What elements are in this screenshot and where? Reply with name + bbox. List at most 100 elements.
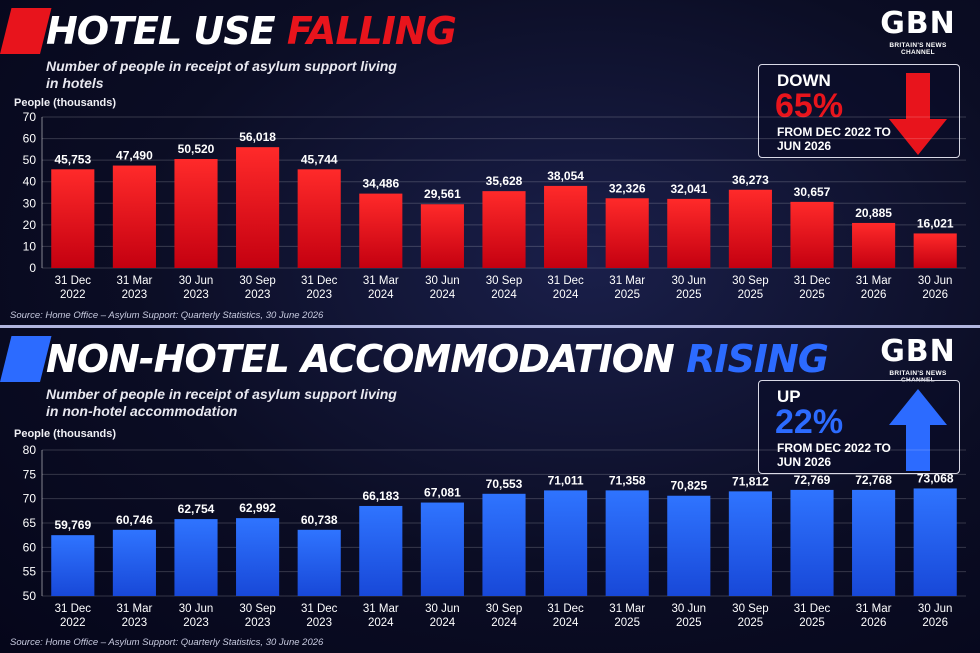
- x-tick-label: 2025: [614, 289, 640, 301]
- title-part-1: HOTEL USE: [46, 9, 276, 53]
- bar-value-label: 35,628: [486, 174, 523, 188]
- logo-mark: GBN: [880, 6, 956, 41]
- title-part-2: RISING: [686, 337, 829, 381]
- bar-value-label: 71,812: [732, 474, 769, 488]
- x-tick-label: 31 Dec: [55, 275, 92, 287]
- x-tick-label: 31 Dec: [301, 275, 338, 287]
- x-tick-label: 30 Jun: [672, 603, 707, 615]
- x-tick-label: 2022: [60, 617, 86, 629]
- bar: [482, 191, 526, 268]
- x-tick-label: 2023: [306, 617, 332, 629]
- bar: [667, 198, 711, 268]
- bar-value-label: 34,486: [362, 177, 399, 191]
- x-tick-label: 30 Jun: [425, 275, 460, 287]
- hotel-chart-panel: HOTEL USE FALLING Number of people in re…: [0, 0, 980, 326]
- change-callout: UP 22% FROM DEC 2022 TO JUN 2026: [758, 380, 960, 474]
- callout-direction: UP: [777, 387, 801, 406]
- x-tick-label: 2023: [245, 617, 271, 629]
- source-note: Source: Home Office – Asylum Support: Qu…: [10, 637, 324, 648]
- bar-value-label: 36,273: [732, 173, 769, 187]
- x-tick-label: 30 Sep: [239, 275, 275, 287]
- y-tick-label: 60: [23, 540, 37, 554]
- y-tick-label: 75: [23, 467, 37, 481]
- y-axis-title: People (thousands): [14, 428, 117, 440]
- x-tick-label: 2024: [368, 617, 394, 629]
- bar-value-label: 71,011: [548, 473, 584, 487]
- x-tick-label: 2026: [861, 289, 887, 301]
- x-tick-label: 2023: [183, 289, 209, 301]
- x-tick-label: 2025: [738, 617, 764, 629]
- x-tick-label: 2025: [799, 289, 825, 301]
- bar-value-label: 32,041: [670, 182, 707, 196]
- x-tick-label: 30 Sep: [486, 603, 522, 615]
- x-tick-label: 2024: [430, 289, 456, 301]
- x-tick-label: 30 Jun: [918, 603, 953, 615]
- bar-value-label: 20,885: [855, 206, 892, 220]
- hotel-bar-chart: 0 10 20 30 40 50 60 70 45,753 31 Dec 2022 47,490 31 …: [23, 110, 966, 301]
- x-tick-label: 30 Jun: [672, 275, 707, 287]
- bar: [482, 493, 526, 596]
- chart-subtitle: Number of people in receipt of asylum su…: [46, 386, 397, 419]
- bar: [112, 529, 156, 596]
- change-callout: DOWN 65% FROM DEC 2022 TO JUN 2026: [758, 64, 960, 158]
- x-tick-label: 30 Jun: [918, 275, 953, 287]
- bar: [236, 147, 280, 268]
- x-tick-label: 31 Mar: [117, 275, 153, 287]
- x-tick-label: 31 Mar: [609, 603, 645, 615]
- x-tick-label: 2023: [183, 617, 209, 629]
- bar: [297, 169, 341, 268]
- bar: [420, 502, 464, 596]
- callout-description: FROM DEC 2022 TO JUN 2026: [777, 441, 891, 469]
- x-tick-label: 2023: [245, 289, 271, 301]
- x-tick-label: 30 Sep: [486, 275, 522, 287]
- bar-value-label: 66,183: [362, 489, 399, 503]
- x-tick-label: 2024: [553, 617, 579, 629]
- chart-title: HOTEL USE FALLING: [0, 8, 457, 54]
- non-hotel-bar-chart: 50 55 60 65 70 75 80 59,769 31 Dec 2022 60,746 31 M…: [23, 443, 966, 629]
- callout-percent: 65%: [775, 87, 844, 125]
- bar-value-label: 47,490: [116, 149, 153, 163]
- x-tick-label: 2026: [922, 289, 948, 301]
- bar-value-label: 56,018: [239, 130, 276, 144]
- bar-value-label: 62,754: [178, 502, 215, 516]
- bar-value-label: 45,753: [54, 152, 91, 166]
- bar-value-label: 60,746: [116, 513, 153, 527]
- bar: [605, 490, 649, 596]
- x-tick-label: 31 Dec: [547, 603, 584, 615]
- chart-subtitle: Number of people in receipt of asylum su…: [46, 58, 397, 91]
- y-tick-label: 70: [23, 492, 37, 506]
- bar-value-label: 16,021: [917, 216, 954, 230]
- y-tick-label: 70: [23, 110, 37, 124]
- y-tick-label: 30: [23, 196, 37, 210]
- bar: [297, 529, 341, 596]
- x-tick-label: 2025: [799, 617, 825, 629]
- bar-value-label: 59,769: [54, 518, 91, 532]
- x-tick-label: 31 Mar: [856, 275, 892, 287]
- bar: [174, 159, 218, 268]
- source-note: Source: Home Office – Asylum Support: Qu…: [10, 310, 324, 321]
- bar: [420, 204, 464, 268]
- x-tick-label: 2024: [430, 617, 456, 629]
- panel-divider: [0, 325, 980, 328]
- bar-value-label: 70,553: [486, 477, 523, 491]
- x-tick-label: 30 Jun: [179, 603, 214, 615]
- x-tick-label: 30 Sep: [732, 275, 768, 287]
- x-tick-label: 31 Dec: [55, 603, 92, 615]
- bar-value-label: 67,081: [424, 486, 461, 500]
- x-tick-label: 2023: [306, 289, 332, 301]
- bar-value-label: 71,358: [609, 473, 646, 487]
- y-tick-label: 80: [23, 443, 37, 457]
- bar: [174, 519, 218, 596]
- x-tick-label: 31 Mar: [117, 603, 153, 615]
- bar-value-label: 38,054: [547, 169, 584, 183]
- y-tick-label: 10: [23, 239, 37, 253]
- x-tick-label: 30 Jun: [425, 603, 460, 615]
- bar: [359, 505, 403, 596]
- bar: [236, 518, 280, 596]
- x-tick-label: 2024: [553, 289, 579, 301]
- bar: [667, 495, 711, 596]
- x-tick-label: 30 Jun: [179, 275, 214, 287]
- bar: [51, 535, 95, 596]
- x-tick-label: 2025: [676, 289, 702, 301]
- y-tick-label: 60: [23, 132, 37, 146]
